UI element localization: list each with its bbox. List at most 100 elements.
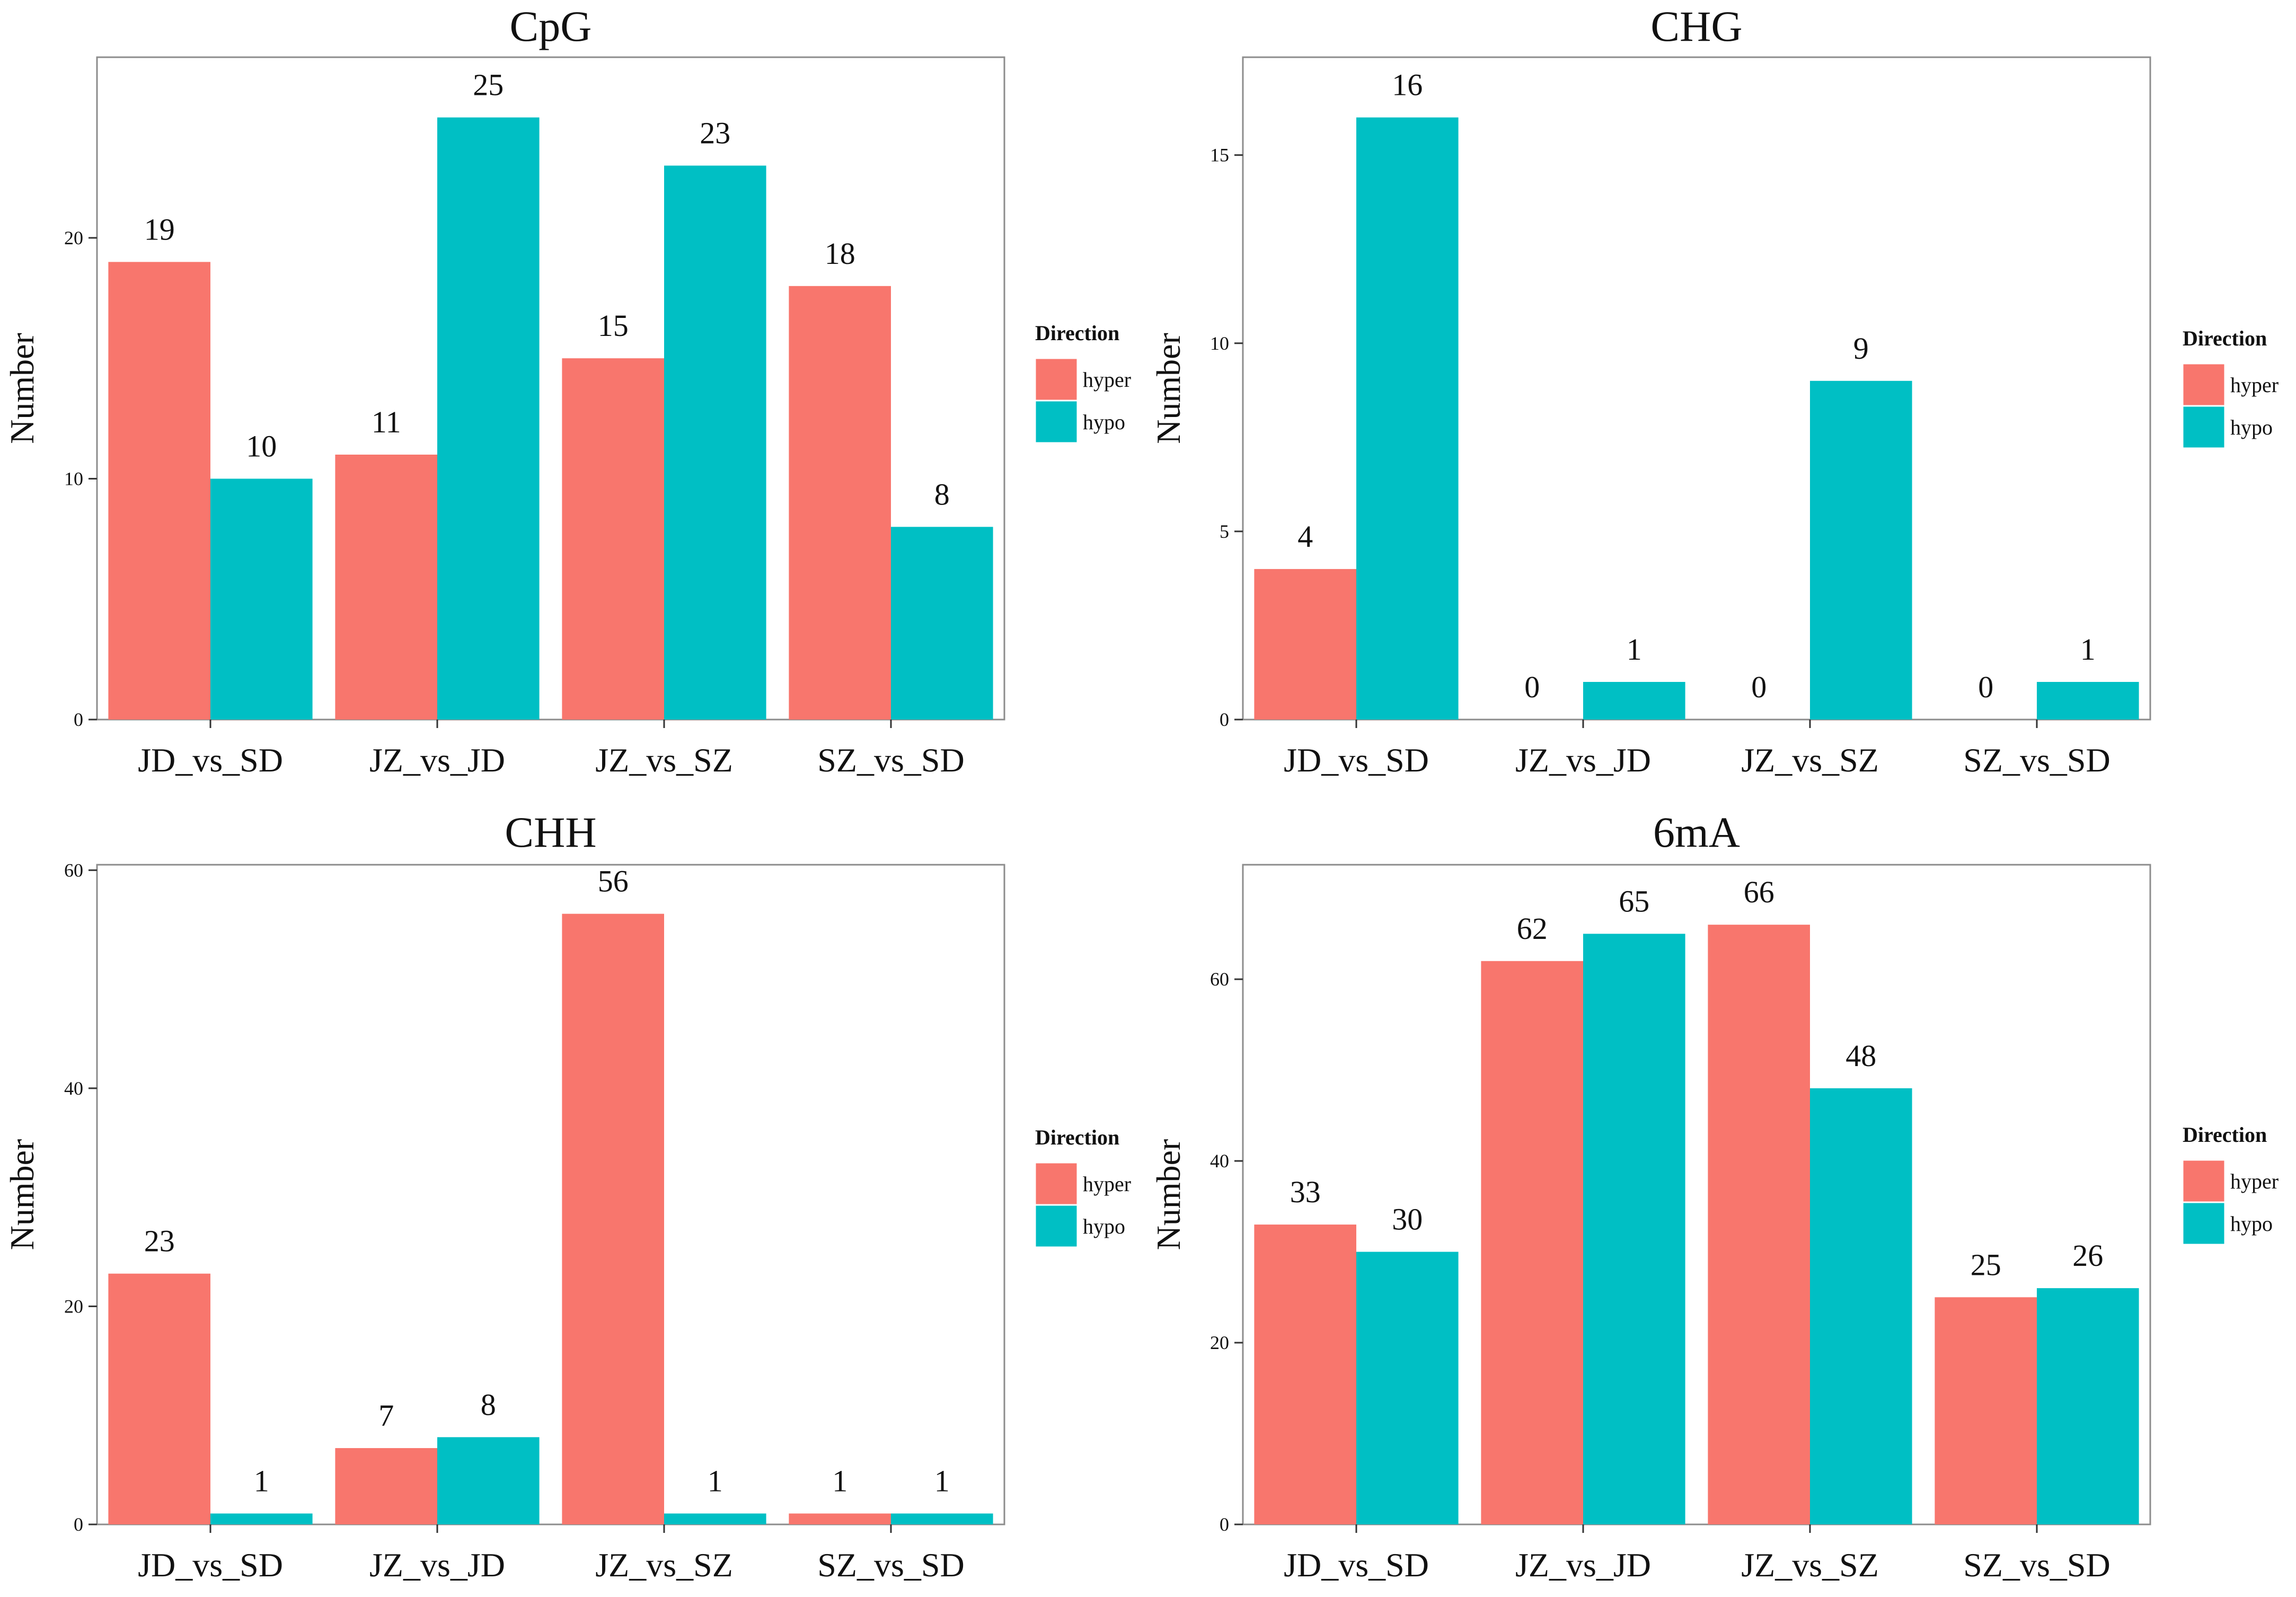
x-tick-label: SZ_vs_SD	[817, 741, 964, 779]
data-label-hypo: 1	[2080, 632, 2096, 667]
bar-hyper	[108, 262, 210, 720]
data-label-hypo: 26	[2072, 1238, 2103, 1273]
data-label-hyper: 56	[598, 864, 629, 899]
y-axis-label: Number	[1150, 1139, 1187, 1250]
panel-title: CHG	[1650, 2, 1742, 50]
bar-hypo	[1810, 380, 1912, 720]
bar-hyper	[335, 1448, 437, 1524]
x-tick-label: JD_vs_SD	[1284, 741, 1429, 779]
data-label-hyper: 18	[825, 236, 855, 271]
y-axis-label: Number	[1150, 333, 1187, 444]
data-label-hypo: 16	[1392, 68, 1423, 102]
x-tick-label: JZ_vs_SZ	[1741, 1546, 1879, 1584]
x-tick-label: SZ_vs_SD	[1963, 741, 2110, 779]
x-tick-label: JZ_vs_SZ	[595, 1546, 733, 1584]
legend-key-hyper	[2182, 362, 2226, 407]
data-label-hyper: 7	[378, 1398, 394, 1433]
bar-hypo	[2037, 1288, 2139, 1524]
legend-label-hyper: hyper	[2230, 1169, 2279, 1193]
y-tick-label: 40	[1210, 1150, 1229, 1172]
data-label-hyper: 62	[1517, 911, 1548, 946]
bar-hyper	[1935, 1297, 2037, 1524]
bar-hypo	[437, 1437, 540, 1524]
panel-6ma: 6mA Number Direction hyper hypo JD_vs_SD…	[1150, 808, 2279, 1584]
y-tick-label: 0	[1220, 1514, 1229, 1535]
panel-chg: CHG Number Direction hyper hypo JD_vs_SD…	[1150, 2, 2279, 779]
bar-hypo	[1583, 934, 1685, 1524]
data-label-hyper: 25	[1971, 1247, 2001, 1282]
y-tick-label: 15	[1210, 145, 1229, 166]
y-tick-label: 20	[64, 227, 83, 249]
data-label-hyper: 0	[1751, 670, 1767, 704]
bar-hypo	[664, 1513, 766, 1524]
legend-label-hypo: hypo	[1083, 410, 1125, 434]
data-label-hyper: 11	[372, 405, 401, 439]
legend-title: Direction	[1035, 321, 1119, 345]
data-label-hypo: 23	[700, 116, 730, 150]
y-tick-label: 0	[74, 1514, 83, 1535]
x-tick-label: SZ_vs_SD	[817, 1546, 964, 1584]
panel-title: CpG	[510, 2, 592, 50]
bar-hypo	[437, 117, 540, 720]
panel-chh: CHH Number Direction hyper hypo JD_vs_SD…	[3, 808, 1131, 1584]
legend-key-hypo	[1034, 1204, 1079, 1248]
data-label-hypo: 8	[481, 1387, 496, 1422]
legend-key-hyper	[1034, 357, 1079, 402]
bar-hypo	[891, 527, 993, 720]
y-tick-label: 60	[1210, 969, 1229, 990]
y-tick-label: 20	[1210, 1332, 1229, 1353]
legend-key-hyper	[2182, 1159, 2226, 1203]
legend-key-hypo	[2182, 405, 2226, 449]
data-label-hypo: 48	[1845, 1039, 1876, 1073]
legend-label-hypo: hypo	[1083, 1214, 1125, 1238]
x-tick-label: JZ_vs_SZ	[595, 741, 733, 779]
data-label-hypo: 65	[1619, 884, 1649, 918]
data-label-hypo: 1	[708, 1463, 723, 1498]
bar-hyper	[789, 286, 891, 720]
bar-hypo	[2037, 681, 2139, 720]
y-axis-label: Number	[3, 333, 41, 444]
x-tick-label: JD_vs_SD	[1284, 1546, 1429, 1584]
data-label-hypo: 1	[254, 1463, 269, 1498]
x-tick-label: JZ_vs_JD	[1515, 1546, 1651, 1584]
bar-hypo	[891, 1513, 993, 1524]
legend-label-hypo: hypo	[2230, 1212, 2273, 1236]
data-label-hyper: 15	[598, 308, 629, 343]
bar-hyper	[1481, 961, 1583, 1524]
legend-title: Direction	[2183, 1123, 2267, 1147]
bar-hypo	[210, 1513, 313, 1524]
panel-title: CHH	[505, 808, 596, 856]
x-tick-label: JD_vs_SD	[138, 1546, 283, 1584]
y-tick-label: 10	[1210, 333, 1229, 354]
bar-hypo	[1356, 117, 1459, 720]
y-tick-label: 0	[1220, 709, 1229, 730]
bar-hyper	[1254, 1225, 1356, 1524]
plot-frame	[96, 864, 1005, 1525]
data-label-hyper: 66	[1744, 875, 1774, 909]
x-tick-label: JZ_vs_SZ	[1741, 741, 1879, 779]
y-tick-label: 60	[64, 859, 83, 881]
panel-cpg: CpG Number Direction hyper hypo JD_vs_SD…	[3, 2, 1131, 779]
bar-hypo	[210, 478, 313, 720]
data-label-hypo: 1	[934, 1463, 950, 1498]
x-tick-label: JZ_vs_JD	[1515, 741, 1651, 779]
legend-label-hyper: hyper	[1083, 1172, 1131, 1196]
data-label-hypo: 25	[473, 68, 504, 102]
bar-hyper	[562, 358, 664, 720]
data-label-hyper: 1	[832, 1463, 847, 1498]
x-tick-label: JD_vs_SD	[138, 741, 283, 779]
data-label-hyper: 19	[144, 212, 175, 246]
legend-label-hyper: hyper	[1083, 368, 1131, 392]
x-tick-label: SZ_vs_SD	[1963, 1546, 2110, 1584]
bar-hyper	[108, 1273, 210, 1524]
legend-key-hyper	[1034, 1161, 1079, 1206]
bar-hyper	[1708, 925, 1810, 1524]
y-tick-label: 0	[74, 709, 83, 730]
legend-label-hypo: hypo	[2230, 415, 2273, 439]
y-tick-label: 10	[64, 468, 83, 489]
data-label-hyper: 0	[1978, 670, 1993, 704]
y-tick-label: 5	[1220, 521, 1229, 542]
data-label-hypo: 1	[1627, 632, 1642, 667]
bar-hypo	[1356, 1252, 1459, 1524]
legend-title: Direction	[1035, 1125, 1119, 1149]
